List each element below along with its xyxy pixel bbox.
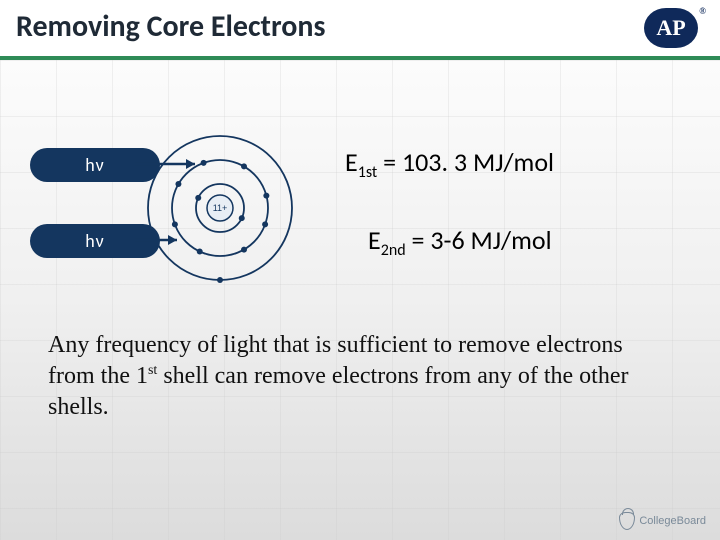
energy-2-sub: 2nd [381,241,406,260]
header: Removing Core Electrons AP ® [0,0,720,60]
collegeboard-logo: CollegeBoard [619,512,706,530]
svg-text:11+: 11+ [213,203,228,213]
collegeboard-text: CollegeBoard [639,515,706,527]
atom-svg: 11+ [135,123,305,293]
energy-2-rest: = 3-6 MJ/mol [406,224,552,256]
slide-title: Removing Core Electrons [16,8,325,45]
background-grid [0,60,720,540]
energy-1-rest: = 103. 3 MJ/mol [377,146,554,178]
energy-1: E1st = 103. 3 MJ/mol [345,146,554,182]
photon-label-1-text: hν [85,154,105,176]
energy-1-prefix: E [345,146,358,178]
energy-2: E2nd = 3-6 MJ/mol [368,224,552,260]
photon-label-2-text: hν [85,230,105,252]
energy-1-sub: 1st [358,163,378,182]
registered-mark: ® [699,6,706,16]
ap-logo: AP ® [644,8,698,48]
acorn-icon [619,512,635,530]
body-sup1: st [148,363,157,378]
body-text: Any frequency of light that is sufficien… [48,330,672,424]
energy-2-prefix: E [368,224,381,256]
ap-logo-text: AP [656,15,685,41]
atom-diagram: 11+ [135,123,305,293]
slide: Removing Core Electrons AP ® hν hν 11+ E… [0,0,720,540]
